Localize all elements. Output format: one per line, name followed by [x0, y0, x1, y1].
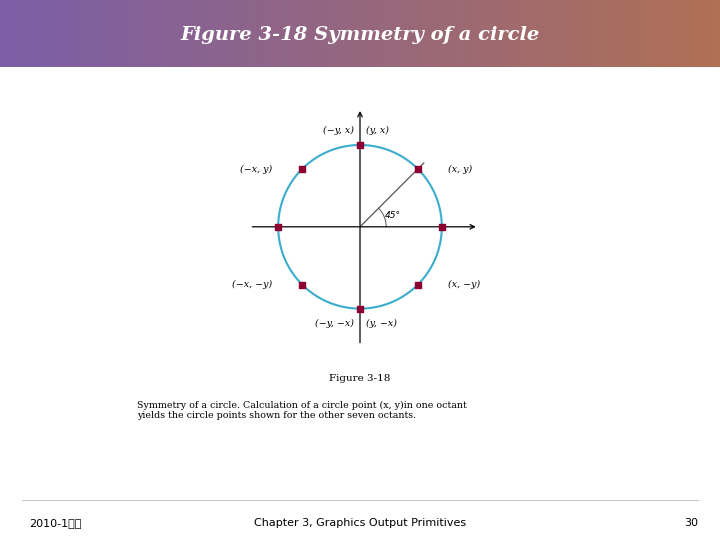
Text: 2010-1학기: 2010-1학기	[29, 518, 81, 528]
Point	[412, 165, 423, 173]
Text: 30: 30	[685, 518, 698, 528]
Text: (x, y): (x, y)	[448, 164, 472, 173]
Text: (y, x): (y, x)	[366, 126, 389, 135]
Point	[297, 280, 308, 289]
Text: 45°: 45°	[384, 211, 400, 220]
Text: (y, −x): (y, −x)	[366, 319, 397, 328]
Point	[436, 222, 448, 231]
Text: Figure 3-18 Symmetry of a circle: Figure 3-18 Symmetry of a circle	[181, 26, 539, 44]
Point	[412, 280, 423, 289]
Text: (−x, −y): (−x, −y)	[233, 280, 272, 289]
Text: Figure 3-18: Figure 3-18	[329, 374, 391, 383]
Text: (x, −y): (x, −y)	[448, 280, 480, 289]
Text: (−x, y): (−x, y)	[240, 164, 272, 173]
Text: Symmetry of a circle. Calculation of a circle point (x, y)in one octant
yields t: Symmetry of a circle. Calculation of a c…	[137, 401, 467, 420]
Text: (−y, −x): (−y, −x)	[315, 319, 354, 328]
Point	[272, 222, 284, 231]
Point	[297, 165, 308, 173]
Point	[354, 140, 366, 149]
Text: Chapter 3, Graphics Output Primitives: Chapter 3, Graphics Output Primitives	[254, 518, 466, 528]
Point	[354, 305, 366, 313]
Text: (−y, x): (−y, x)	[323, 126, 354, 135]
